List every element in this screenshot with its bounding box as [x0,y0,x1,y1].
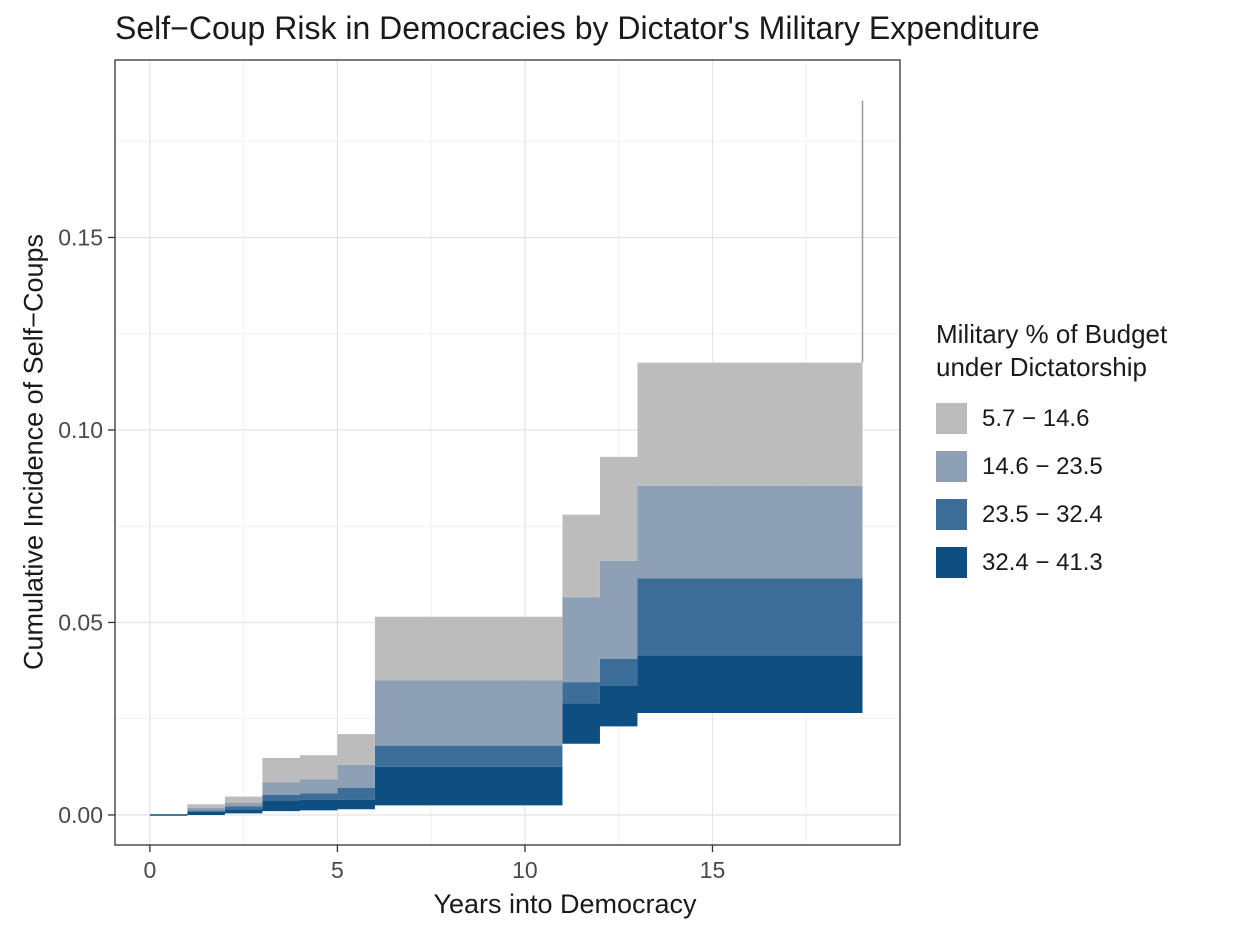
legend-label: 23.5 − 32.4 [982,500,1103,528]
risk-band-23.5−32.4 [149,578,863,815]
legend-title-line-1: Military % of Budget [936,319,1168,349]
risk-band-32.4−41.3 [149,655,863,815]
legend-label: 5.7 − 14.6 [982,404,1090,432]
x-tick-label: 10 [512,857,538,883]
risk-band-5.7−14.6 [149,362,863,815]
legend-item: 23.5 − 32.4 [936,499,1236,530]
risk-band-14.6−23.5 [149,485,863,815]
legend-title-line-2: under Dictatorship [936,351,1147,382]
x-tick-label: 5 [331,857,344,883]
y-tick-label: 0.05 [58,609,103,635]
y-tick-label: 0.00 [58,802,103,828]
legend-title: Military % of Budget under Dictatorship [936,318,1236,383]
legend-item: 5.7 − 14.6 [936,403,1236,434]
legend-items: 5.7 − 14.6 14.6 − 23.5 23.5 − 32.4 32.4 − 4… [936,403,1236,578]
x-axis-label-text: Years into Democracy [433,889,697,919]
legend-label: 14.6 − 23.5 [982,452,1103,480]
x-tick-label: 0 [143,857,156,883]
x-tick-label: 15 [700,857,726,883]
legend-swatch [936,403,967,434]
panel-border [114,59,901,846]
y-tick-label: 0.10 [58,417,103,443]
legend-item: 14.6 − 23.5 [936,451,1236,482]
x-axis-label: Years into Democracy [0,889,1015,920]
y-axis-label: Cumulative Incidence of Self−Coups [18,234,49,670]
legend-item: 32.4 − 41.3 [936,547,1236,578]
legend-swatch [936,451,967,482]
legend: Military % of Budget under Dictatorship … [936,318,1236,578]
legend-swatch [936,547,967,578]
legend-label: 32.4 − 41.3 [982,548,1103,576]
y-tick-label: 0.15 [58,224,103,250]
chart-title: Self−Coup Risk in Democracies by Dictato… [115,10,1040,46]
plot-area [149,100,864,816]
legend-swatch [936,499,967,530]
